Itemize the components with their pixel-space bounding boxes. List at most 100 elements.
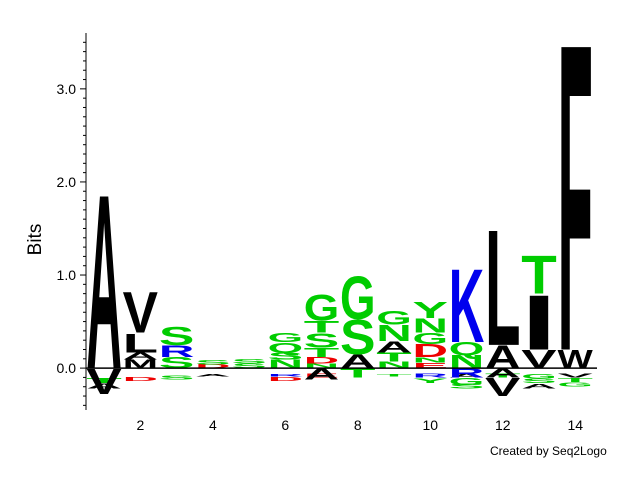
logo-letter-n: N [376,360,412,370]
svg-text:T: T [521,244,557,305]
logo-letter-a: A [123,350,159,362]
noise-letter-a: A [195,373,231,377]
svg-text:A: A [304,365,340,382]
logo-letter-a: A [304,365,340,382]
svg-text:N: N [304,362,340,369]
logo-letter-d: D [304,356,340,366]
svg-text:G: G [449,376,484,388]
svg-text:G: G [413,330,449,347]
noise-letter-t: T [485,373,521,379]
logo-letter-n: N [449,352,485,373]
svg-text:L: L [485,197,521,381]
svg-text:A: A [521,383,557,390]
svg-text:D: D [195,364,231,370]
svg-text:D: D [304,356,340,366]
svg-text:S: S [340,310,376,365]
x-tick-label: 2 [136,417,144,433]
svg-text:D: D [413,340,449,361]
logo-letter-g: G [413,330,449,347]
noise-letter-t: T [86,376,122,385]
logo-letter-g: G [376,307,412,329]
svg-text:N: N [413,356,449,365]
svg-text:Q: Q [449,339,485,359]
noise-letter-t: T [557,377,593,383]
svg-text:A: A [449,373,485,379]
noise-letter-a: A [521,383,557,390]
svg-text:R: R [268,373,304,377]
logo-letter-w: W [557,345,593,374]
x-tick-label: 12 [495,417,511,433]
svg-text:A: A [485,339,521,376]
logo-letter-t: T [376,350,412,364]
svg-text:R: R [449,366,485,381]
logo-letter-d: D [413,340,449,361]
x-tick-label: 4 [209,417,217,433]
noise-letter-d: D [268,377,304,383]
logo-letter-q: Q [449,339,485,359]
svg-text:T: T [304,318,340,337]
svg-text:N: N [449,352,485,373]
svg-text:T: T [376,373,412,377]
svg-text:S: S [521,377,557,384]
svg-text:N: N [376,321,412,347]
svg-text:N: N [413,314,449,337]
logo-letter-r: R [449,366,485,381]
svg-text:D: D [123,377,159,383]
svg-text:V: V [123,280,158,345]
logo-letter-d: D [195,364,231,370]
logo-letter-y: Y [413,297,449,323]
svg-text:A: A [86,382,122,391]
logo-letter-n: N [413,314,449,337]
noise-letter-a: A [449,373,485,379]
svg-text:L: L [123,328,159,359]
svg-text:E: E [304,373,340,379]
svg-text:A: A [340,350,376,372]
svg-text:S: S [268,351,304,363]
svg-text:G: G [304,287,340,329]
logo-letter-s: S [304,329,340,353]
logo-letter-s: S [195,359,231,366]
svg-text:Y: Y [413,297,449,323]
svg-text:S: S [304,329,340,353]
noise-letter-r: R [413,373,449,379]
logo-letter-v: V [123,280,158,345]
logo-letter-n: N [376,321,412,347]
svg-text:V: V [557,373,592,379]
logo-letter-q: Q [268,340,304,356]
logo-letter-v: V [485,372,521,401]
logo-letter-e: E [413,361,449,370]
noise-letter-s: S [159,375,195,381]
svg-text:G: G [268,331,304,345]
svg-text:A: A [485,366,520,381]
noise-letter-d: D [123,377,159,383]
svg-text:R: R [159,342,195,361]
svg-text:S: S [231,362,267,369]
logo-letter-t: T [521,244,557,305]
logo-letter-s: S [268,351,304,363]
logo-letter-n: N [304,362,340,369]
logo-letter-t: T [304,318,340,337]
noise-letter-s: S [521,377,557,384]
svg-text:F: F [557,0,593,443]
noise-letter-e: E [304,373,340,379]
svg-text:R: R [413,373,449,379]
svg-text:D: D [268,377,304,383]
svg-text:S: S [449,382,485,391]
logo-letter-s: S [159,321,195,350]
logo-letter-g: G [304,287,340,329]
logo-letter-l: L [123,328,159,359]
logo-letter-i: I [521,280,557,367]
svg-text:G: G [557,382,593,388]
svg-text:T: T [86,376,122,385]
svg-text:E: E [413,361,449,370]
y-tick-label: 1.0 [57,267,77,283]
y-tick-label: 0.0 [57,360,77,376]
noise-letter-t: T [376,373,412,377]
svg-text:Y: Y [413,377,449,384]
x-tick-label: 14 [567,417,583,433]
y-tick-label: 3.0 [57,81,77,97]
svg-text:S: S [159,321,195,350]
logo-letter-g: G [340,265,376,333]
svg-text:G: G [521,372,557,379]
